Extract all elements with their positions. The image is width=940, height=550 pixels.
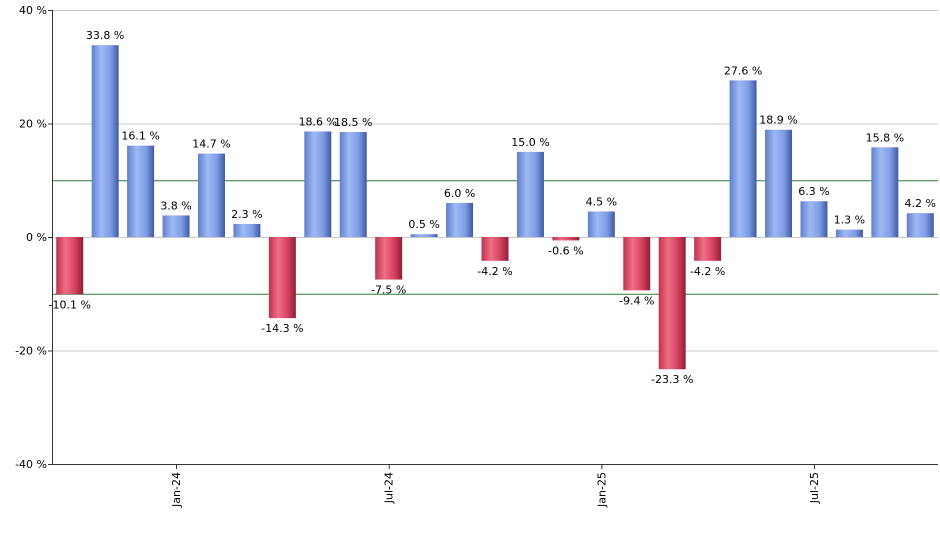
bar-Aug-25 — [835, 229, 863, 237]
bar-Apr-24 — [268, 237, 296, 319]
x-tick-label: Jul-25 — [808, 472, 821, 504]
y-tick-label: 20 % — [19, 118, 47, 131]
bar-Oct-23 — [56, 237, 84, 295]
data-label: 14.7 % — [192, 138, 230, 151]
bar-Oct-24 — [481, 237, 509, 261]
y-tick-label: 0 % — [26, 231, 47, 244]
y-tick-label: -40 % — [15, 458, 47, 471]
data-label: 6.3 % — [798, 185, 829, 198]
data-label: 6.0 % — [444, 187, 475, 200]
bars — [56, 45, 934, 370]
bar-Mar-25 — [658, 237, 686, 370]
bar-Dec-24 — [552, 237, 580, 241]
bar-Dec-23 — [127, 145, 155, 237]
data-label: 18.9 % — [759, 114, 797, 127]
bar-Feb-24 — [197, 153, 225, 237]
bar-Jul-25 — [800, 201, 828, 237]
bar-Jun-24 — [339, 132, 367, 237]
data-label: 18.5 % — [334, 116, 372, 129]
bar-Oct-25 — [906, 213, 934, 237]
bar-Sep-24 — [446, 202, 474, 237]
data-label: -4.2 % — [690, 265, 725, 278]
bar-Sep-25 — [871, 147, 899, 237]
bar-Feb-25 — [623, 237, 651, 291]
x-tick-label: Jul-24 — [383, 472, 396, 504]
bar-Jul-24 — [375, 237, 403, 280]
bar-Jun-25 — [765, 129, 793, 237]
y-tick-labels: 40 % 20 % 0 % -20 % -40 % — [15, 4, 47, 471]
bar-Aug-24 — [410, 234, 438, 237]
bar-Jan-24 — [162, 215, 190, 237]
data-label: 3.8 % — [160, 199, 191, 212]
bar-May-25 — [729, 80, 757, 238]
data-label: -0.6 % — [548, 244, 583, 257]
bar-Apr-25 — [694, 237, 722, 261]
data-labels: -10.1 % 33.8 % 16.1 % 3.8 % 14.7 % 2.3 % -14.3… — [49, 29, 936, 386]
bar-May-24 — [304, 131, 332, 237]
data-label: 33.8 % — [86, 29, 124, 42]
data-label: 27.6 % — [724, 64, 762, 77]
data-label: 4.2 % — [905, 197, 936, 210]
data-label: 2.3 % — [231, 208, 262, 221]
bar-Jan-25 — [587, 211, 615, 237]
data-label: 15.8 % — [866, 131, 904, 144]
data-label: 4.5 % — [586, 195, 617, 208]
x-tick-label: Jan-25 — [595, 472, 608, 508]
data-label: -14.3 % — [261, 322, 303, 335]
y-tick-label: -20 % — [15, 345, 47, 358]
data-label: -7.5 % — [371, 284, 406, 297]
x-tick-label: Jan-24 — [170, 472, 183, 508]
data-label: -4.2 % — [477, 265, 512, 278]
data-label: -10.1 % — [49, 298, 91, 311]
data-label: 1.3 % — [834, 214, 865, 227]
bar-Mar-24 — [233, 223, 261, 237]
data-label: 18.6 % — [299, 115, 337, 128]
data-label: -9.4 % — [619, 294, 654, 307]
data-label: 16.1 % — [121, 130, 159, 143]
x-tick-labels: Jan-24 Jul-24 Jan-25 Jul-25 — [170, 472, 821, 508]
data-label: 15.0 % — [511, 136, 549, 149]
axes — [48, 10, 938, 469]
data-label: -23.3 % — [651, 373, 693, 386]
y-tick-label: 40 % — [19, 4, 47, 17]
bar-Nov-24 — [516, 151, 544, 237]
data-label: 0.5 % — [408, 218, 439, 231]
bar-Nov-23 — [91, 45, 119, 238]
